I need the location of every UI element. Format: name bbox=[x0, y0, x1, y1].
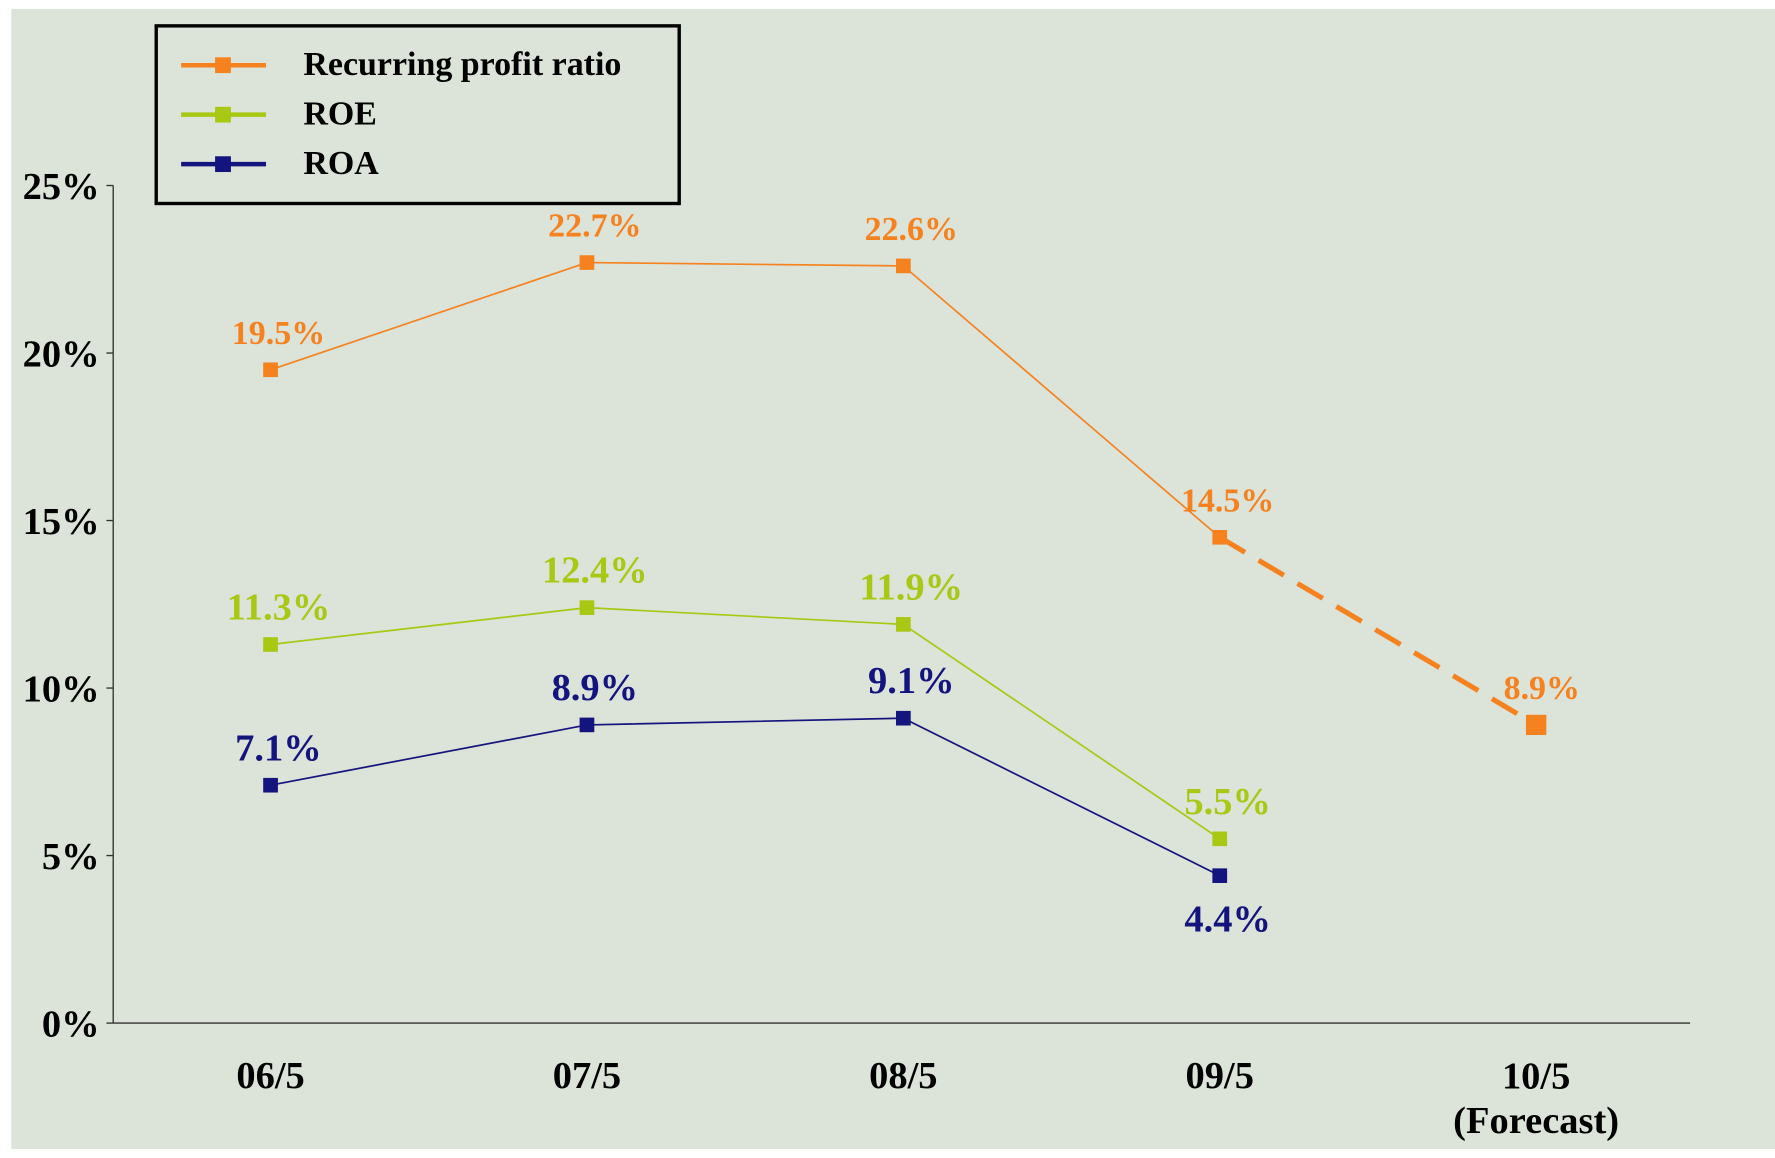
x-tick-label: 10/5 (Forecast) bbox=[1453, 1055, 1619, 1142]
marker bbox=[895, 258, 911, 274]
legend: Recurring profit ratio ROE ROA bbox=[154, 24, 681, 206]
x-tick-label: 07/5 bbox=[553, 1055, 621, 1097]
data-label: 4.4% bbox=[1184, 899, 1271, 941]
marker bbox=[895, 617, 911, 632]
x-tick-label: 08/5 bbox=[869, 1055, 937, 1097]
forecast-line bbox=[1218, 535, 1538, 728]
marker bbox=[579, 717, 595, 733]
data-label: 5.5% bbox=[1184, 781, 1271, 823]
y-tick-label: 20% bbox=[23, 333, 100, 375]
marker bbox=[1525, 714, 1547, 736]
marker bbox=[263, 362, 278, 378]
legend-marker bbox=[215, 106, 231, 123]
data-label: 11.9% bbox=[859, 567, 963, 609]
y-tick-label: 0% bbox=[42, 1003, 100, 1045]
x-tick-label: 06/5 bbox=[236, 1055, 304, 1097]
data-label: 8.9% bbox=[1504, 670, 1580, 707]
marker bbox=[1212, 868, 1228, 883]
data-label: 22.6% bbox=[865, 211, 958, 248]
legend-label: Recurring profit ratio bbox=[303, 46, 621, 83]
y-tick-label: 15% bbox=[23, 501, 100, 543]
data-label: 12.4% bbox=[542, 550, 648, 592]
series-line bbox=[270, 261, 1221, 538]
marker bbox=[263, 777, 278, 793]
data-label: 19.5% bbox=[232, 315, 325, 352]
data-label: 14.5% bbox=[1181, 482, 1274, 519]
legend-marker bbox=[215, 57, 231, 74]
y-tick-label: 10% bbox=[23, 668, 100, 710]
legend-label: ROE bbox=[303, 96, 377, 133]
y-tick-label: 5% bbox=[42, 836, 100, 878]
marker bbox=[263, 637, 278, 652]
data-label: 7.1% bbox=[235, 727, 322, 769]
series-line bbox=[270, 717, 1221, 877]
data-label: 9.1% bbox=[868, 660, 955, 702]
marker bbox=[579, 600, 595, 615]
legend-label: ROA bbox=[303, 145, 379, 182]
series-line bbox=[270, 606, 1221, 840]
legend-marker bbox=[215, 156, 231, 173]
y-tick-label: 25% bbox=[23, 166, 100, 208]
data-label: 8.9% bbox=[552, 667, 639, 709]
marker bbox=[579, 255, 595, 270]
marker bbox=[1212, 831, 1228, 847]
x-tick-label: 09/5 bbox=[1186, 1055, 1254, 1097]
marker bbox=[895, 710, 911, 726]
data-label: 22.7% bbox=[548, 208, 641, 245]
marker bbox=[1212, 529, 1228, 545]
data-label: 11.3% bbox=[227, 587, 331, 629]
